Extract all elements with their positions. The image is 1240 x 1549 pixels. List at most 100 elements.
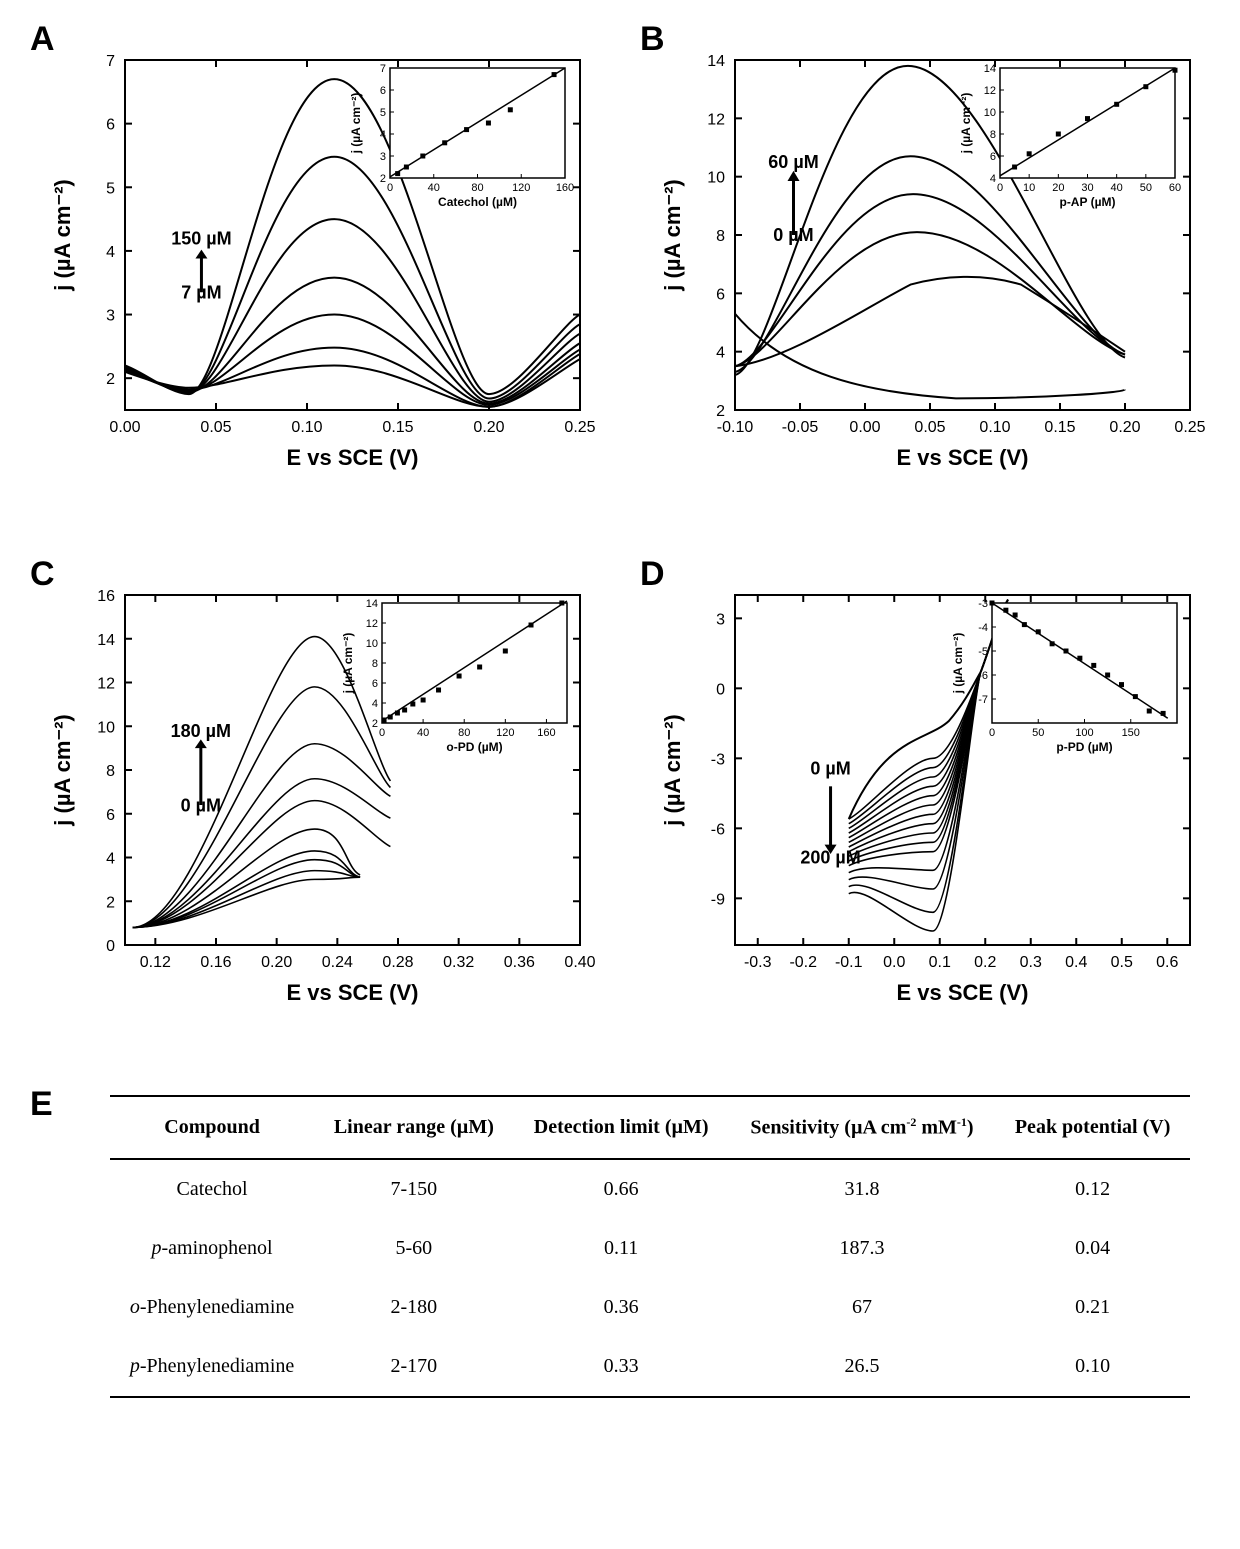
svg-text:Catechol (µM): Catechol (µM) xyxy=(438,195,517,209)
svg-text:0.15: 0.15 xyxy=(382,419,413,436)
svg-text:180 µM: 180 µM xyxy=(171,721,231,741)
svg-text:-0.05: -0.05 xyxy=(782,419,819,436)
svg-text:10: 10 xyxy=(97,719,115,736)
table-cell: 7-150 xyxy=(314,1159,513,1219)
svg-text:60: 60 xyxy=(1169,182,1181,194)
svg-text:4: 4 xyxy=(106,244,115,261)
svg-text:0.0: 0.0 xyxy=(883,954,905,971)
svg-text:0: 0 xyxy=(387,182,393,194)
table-cell: 0.12 xyxy=(995,1159,1190,1219)
table-header: Compound xyxy=(110,1096,314,1159)
svg-text:4: 4 xyxy=(106,851,115,868)
svg-text:12: 12 xyxy=(707,111,725,128)
table-cell: 5-60 xyxy=(314,1219,513,1278)
svg-text:0: 0 xyxy=(989,727,995,739)
svg-text:8: 8 xyxy=(372,658,378,670)
svg-text:5: 5 xyxy=(380,107,386,119)
svg-text:j (µA cm⁻²): j (µA cm⁻²) xyxy=(50,714,75,826)
table-header: Sensitivity (µA cm-2 mM-1) xyxy=(729,1096,995,1159)
svg-text:2: 2 xyxy=(380,173,386,185)
panel-b: B -0.10-0.050.000.050.100.150.200.252468… xyxy=(640,20,1220,490)
svg-text:j (µA cm⁻²): j (µA cm⁻²) xyxy=(341,633,355,695)
svg-text:6: 6 xyxy=(990,151,996,163)
svg-text:60 µM: 60 µM xyxy=(768,152,818,172)
svg-text:6: 6 xyxy=(106,807,115,824)
svg-text:12: 12 xyxy=(97,676,115,693)
table-cell: 187.3 xyxy=(729,1219,995,1278)
svg-text:0.28: 0.28 xyxy=(382,954,413,971)
panel-d: D -0.3-0.2-0.10.00.10.20.30.40.50.6-9-6-… xyxy=(640,555,1220,1025)
svg-text:4: 4 xyxy=(372,698,378,710)
svg-text:j (µA cm⁻²): j (µA cm⁻²) xyxy=(951,633,965,695)
svg-text:E vs SCE (V): E vs SCE (V) xyxy=(286,445,418,470)
svg-text:-0.1: -0.1 xyxy=(835,954,863,971)
svg-text:80: 80 xyxy=(471,182,483,194)
table-header: Peak potential (V) xyxy=(995,1096,1190,1159)
svg-text:0.20: 0.20 xyxy=(473,419,504,436)
svg-text:14: 14 xyxy=(366,598,378,610)
svg-text:-5: -5 xyxy=(978,646,988,658)
svg-text:E vs SCE (V): E vs SCE (V) xyxy=(286,980,418,1005)
svg-text:E vs SCE (V): E vs SCE (V) xyxy=(896,445,1028,470)
svg-text:100: 100 xyxy=(1075,727,1093,739)
svg-text:40: 40 xyxy=(428,182,440,194)
svg-text:0.5: 0.5 xyxy=(1111,954,1133,971)
table-cell: Catechol xyxy=(110,1159,314,1219)
svg-text:0: 0 xyxy=(997,182,1003,194)
svg-text:160: 160 xyxy=(556,182,574,194)
svg-text:8: 8 xyxy=(990,129,996,141)
svg-text:0.05: 0.05 xyxy=(914,419,945,436)
svg-text:0.00: 0.00 xyxy=(849,419,880,436)
svg-text:160: 160 xyxy=(537,727,555,739)
svg-text:3: 3 xyxy=(380,151,386,163)
table-cell: 0.21 xyxy=(995,1278,1190,1337)
svg-text:0.20: 0.20 xyxy=(1109,419,1140,436)
table-row: o-Phenylenediamine2-1800.36670.21 xyxy=(110,1278,1190,1337)
svg-text:150 µM: 150 µM xyxy=(171,229,231,249)
table-row: p-aminophenol5-600.11187.30.04 xyxy=(110,1219,1190,1278)
svg-text:14: 14 xyxy=(97,632,115,649)
svg-text:p-AP (µM): p-AP (µM) xyxy=(1059,195,1115,209)
svg-text:14: 14 xyxy=(984,63,996,75)
svg-text:j (µA cm⁻²): j (µA cm⁻²) xyxy=(349,93,363,155)
svg-text:12: 12 xyxy=(366,618,378,630)
panel-d-chart: -0.3-0.2-0.10.00.10.20.30.40.50.6-9-6-30… xyxy=(640,555,1220,1025)
table-cell: 2-180 xyxy=(314,1278,513,1337)
table-cell: 67 xyxy=(729,1278,995,1337)
svg-text:-6: -6 xyxy=(978,670,988,682)
svg-text:j (µA cm⁻²): j (µA cm⁻²) xyxy=(660,714,685,826)
svg-text:-0.10: -0.10 xyxy=(717,419,754,436)
svg-text:40: 40 xyxy=(1111,182,1123,194)
svg-text:2: 2 xyxy=(106,371,115,388)
svg-text:0.36: 0.36 xyxy=(504,954,535,971)
svg-text:0.4: 0.4 xyxy=(1065,954,1087,971)
svg-text:-3: -3 xyxy=(711,751,725,768)
svg-text:0.24: 0.24 xyxy=(322,954,353,971)
table-cell: 0.10 xyxy=(995,1337,1190,1397)
svg-text:5: 5 xyxy=(106,180,115,197)
table-header: Detection limit (µM) xyxy=(514,1096,729,1159)
panel-b-chart: -0.10-0.050.000.050.100.150.200.25246810… xyxy=(640,20,1220,490)
svg-text:2: 2 xyxy=(372,718,378,730)
svg-text:0.25: 0.25 xyxy=(1174,419,1205,436)
svg-text:2: 2 xyxy=(716,403,725,420)
svg-text:4: 4 xyxy=(716,345,725,362)
svg-text:50: 50 xyxy=(1032,727,1044,739)
svg-text:-0.3: -0.3 xyxy=(744,954,772,971)
table-cell: 0.11 xyxy=(514,1219,729,1278)
svg-text:4: 4 xyxy=(380,129,386,141)
svg-text:8: 8 xyxy=(716,228,725,245)
panel-e-table: CompoundLinear range (µM)Detection limit… xyxy=(110,1095,1190,1398)
svg-text:7: 7 xyxy=(380,63,386,75)
svg-text:6: 6 xyxy=(716,286,725,303)
svg-text:-4: -4 xyxy=(978,622,988,634)
table-cell: 0.04 xyxy=(995,1219,1190,1278)
svg-text:j (µA cm⁻²): j (µA cm⁻²) xyxy=(660,179,685,291)
table-cell: p-aminophenol xyxy=(110,1219,314,1278)
svg-text:0.6: 0.6 xyxy=(1156,954,1178,971)
table-cell: o-Phenylenediamine xyxy=(110,1278,314,1337)
svg-text:20: 20 xyxy=(1052,182,1064,194)
svg-text:0.32: 0.32 xyxy=(443,954,474,971)
svg-text:o-PD (µM): o-PD (µM) xyxy=(446,740,502,754)
svg-text:0.20: 0.20 xyxy=(261,954,292,971)
